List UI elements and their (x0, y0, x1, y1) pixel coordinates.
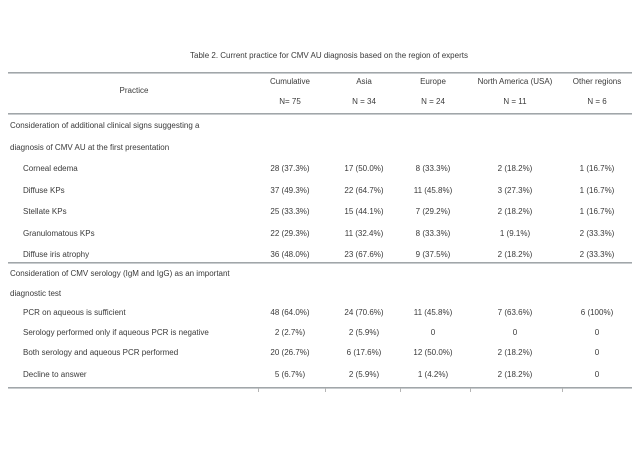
cell-asia: 23 (67.6%) (344, 250, 384, 259)
cell-europe: 12 (50.0%) (413, 348, 453, 357)
cell-asia: 2 (5.9%) (348, 328, 380, 337)
cell-europe: 8 (33.3%) (415, 164, 451, 173)
row-label: Corneal edema (23, 164, 78, 173)
cell-north-america: 2 (18.2%) (497, 207, 533, 216)
column-boundary-tick (258, 388, 259, 392)
section-header: diagnosis of CMV AU at the first present… (8, 143, 632, 153)
practice-header-row: Practice (8, 86, 632, 96)
cell-europe: 9 (37.5%) (415, 250, 451, 259)
section-header-line2: diagnostic test (10, 289, 62, 298)
section-divider-rule (8, 262, 632, 264)
cell-north-america: 1 (9.1%) (499, 229, 531, 238)
column-boundary-tick (470, 388, 471, 392)
cell-other-regions: 2 (33.3%) (579, 229, 615, 238)
column-header-other-regions: Other regions (572, 77, 622, 86)
cell-other-regions: 0 (594, 348, 600, 357)
n-count-europe: N = 24 (421, 97, 445, 106)
cell-asia: 17 (50.0%) (344, 164, 384, 173)
cell-cumulative: 28 (37.3%) (270, 164, 310, 173)
cell-cumulative: 25 (33.3%) (270, 207, 310, 216)
cell-cumulative: 22 (29.3%) (270, 229, 310, 238)
cell-asia: 6 (17.6%) (346, 348, 382, 357)
cell-north-america: 2 (18.2%) (497, 250, 533, 259)
column-n-row: N= 75 N = 34 N = 24 N = 11 N = 6 (8, 97, 632, 107)
n-count-asia: N = 34 (352, 97, 376, 106)
practice-column-header: Practice (119, 86, 149, 95)
table-caption: Table 2. Current practice for CMV AU dia… (190, 51, 468, 60)
row-label: Serology performed only if aqueous PCR i… (23, 328, 209, 337)
cell-other-regions: 1 (16.7%) (579, 164, 615, 173)
cell-north-america: 2 (18.2%) (497, 348, 533, 357)
cell-cumulative: 48 (64.0%) (270, 308, 310, 317)
table-row: Corneal edema 28 (37.3%) 17 (50.0%) 8 (3… (8, 164, 632, 174)
cell-cumulative: 37 (49.3%) (270, 186, 310, 195)
column-boundary-tick (400, 388, 401, 392)
cell-europe: 1 (4.2%) (417, 370, 449, 379)
row-label: Diffuse KPs (23, 186, 65, 195)
table-row: Diffuse KPs 37 (49.3%) 22 (64.7%) 11 (45… (8, 186, 632, 196)
table-row: PCR on aqueous is sufficient 48 (64.0%) … (8, 308, 632, 318)
cell-cumulative: 20 (26.7%) (270, 348, 310, 357)
cell-europe: 11 (45.8%) (413, 186, 453, 195)
row-label: Diffuse iris atrophy (23, 250, 90, 259)
cell-asia: 2 (5.9%) (348, 370, 380, 379)
cell-north-america: 0 (512, 328, 518, 337)
row-label: Both serology and aqueous PCR performed (23, 348, 179, 357)
table-row: Both serology and aqueous PCR performed … (8, 348, 632, 358)
section-header-line1: Consideration of CMV serology (IgM and I… (10, 269, 230, 278)
table-row: Stellate KPs 25 (33.3%) 15 (44.1%) 7 (29… (8, 207, 632, 217)
cell-other-regions: 6 (100%) (580, 308, 614, 317)
column-header-europe: Europe (420, 77, 446, 86)
cell-north-america: 3 (27.3%) (497, 186, 533, 195)
cell-asia: 11 (32.4%) (344, 229, 384, 238)
table-row: Decline to answer 5 (6.7%) 2 (5.9%) 1 (4… (8, 370, 632, 380)
cell-cumulative: 5 (6.7%) (274, 370, 306, 379)
cell-cumulative: 2 (2.7%) (274, 328, 306, 337)
cell-europe: 8 (33.3%) (415, 229, 451, 238)
cell-asia: 15 (44.1%) (344, 207, 384, 216)
section-header-line2: diagnosis of CMV AU at the first present… (10, 143, 170, 152)
column-header-row: Cumulative Asia Europe North America (US… (8, 77, 632, 87)
column-boundary-tick (562, 388, 563, 392)
cell-other-regions: 1 (16.7%) (579, 207, 615, 216)
table-row: Diffuse iris atrophy 36 (48.0%) 23 (67.6… (8, 250, 632, 260)
column-header-asia: Asia (356, 77, 372, 86)
cell-asia: 24 (70.6%) (344, 308, 384, 317)
table-top-rule (8, 72, 632, 74)
cell-europe: 0 (430, 328, 436, 337)
cell-north-america: 7 (63.6%) (497, 308, 533, 317)
section-header: Consideration of CMV serology (IgM and I… (8, 269, 632, 279)
cell-asia: 22 (64.7%) (344, 186, 384, 195)
cell-europe: 7 (29.2%) (415, 207, 451, 216)
cell-other-regions: 0 (594, 370, 600, 379)
section-header-line1: Consideration of additional clinical sig… (10, 121, 200, 130)
cell-north-america: 2 (18.2%) (497, 370, 533, 379)
header-bottom-rule (8, 113, 632, 115)
column-header-north-america: North America (USA) (477, 77, 553, 86)
table-row: Serology performed only if aqueous PCR i… (8, 328, 632, 338)
cell-other-regions: 0 (594, 328, 600, 337)
cell-europe: 11 (45.8%) (413, 308, 453, 317)
cell-other-regions: 1 (16.7%) (579, 186, 615, 195)
row-label: Decline to answer (23, 370, 87, 379)
section-header: diagnostic test (8, 289, 632, 299)
column-header-cumulative: Cumulative (269, 77, 310, 86)
n-count-cumulative: N= 75 (279, 97, 301, 106)
row-label: Granulomatous KPs (23, 229, 95, 238)
cell-cumulative: 36 (48.0%) (270, 250, 310, 259)
n-count-north-america: N = 11 (503, 97, 527, 106)
row-label: PCR on aqueous is sufficient (23, 308, 126, 317)
section-header: Consideration of additional clinical sig… (8, 121, 632, 131)
row-label: Stellate KPs (23, 207, 67, 216)
column-boundary-tick (325, 388, 326, 392)
n-count-other-regions: N = 6 (587, 97, 607, 106)
table-row: Granulomatous KPs 22 (29.3%) 11 (32.4%) … (8, 229, 632, 239)
cell-other-regions: 2 (33.3%) (579, 250, 615, 259)
table-bottom-rule (8, 387, 632, 389)
cell-north-america: 2 (18.2%) (497, 164, 533, 173)
